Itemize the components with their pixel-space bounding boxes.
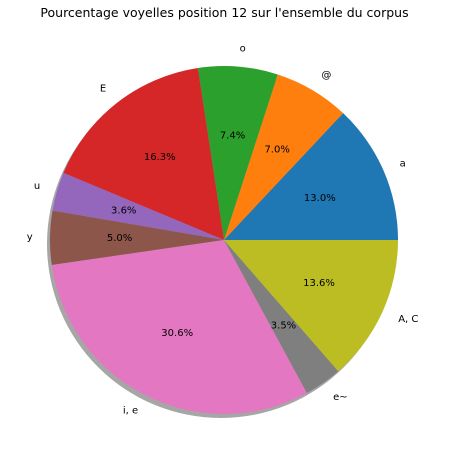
slice-percent-label: 7.0% — [264, 145, 289, 156]
slice-label: a — [400, 158, 406, 169]
slice-percent-label: 7.4% — [220, 130, 245, 141]
slice-percent-label: 3.6% — [111, 205, 136, 216]
slice-label: o — [240, 44, 246, 55]
pie-slice — [224, 113, 398, 240]
slice-percent-label: 13.0% — [304, 193, 336, 204]
pie-slice — [63, 67, 225, 240]
slice-percent-label: 30.6% — [161, 328, 193, 339]
slice-label: i, e — [123, 406, 138, 417]
slice-percent-label: 16.3% — [144, 152, 176, 163]
slice-label: y — [27, 232, 33, 243]
pie-slice — [52, 172, 225, 240]
slice-label: @ — [321, 70, 331, 81]
pie-slice — [51, 240, 307, 415]
slice-label: E — [100, 84, 106, 95]
pie-slice — [224, 240, 339, 394]
pie-slice — [197, 65, 278, 240]
slice-percent-label: 5.0% — [107, 233, 132, 244]
slice-label: u — [34, 181, 40, 192]
pie-slice — [224, 240, 398, 372]
pie-slice — [50, 210, 225, 266]
slice-percent-label: 3.5% — [271, 320, 296, 331]
chart-title: Pourcentage voyelles position 12 sur l'e… — [40, 5, 409, 20]
pie-slice — [224, 74, 344, 240]
slice-label: e~ — [333, 392, 348, 403]
slice-percent-label: 13.6% — [303, 278, 335, 289]
slice-label: A, C — [398, 314, 418, 325]
